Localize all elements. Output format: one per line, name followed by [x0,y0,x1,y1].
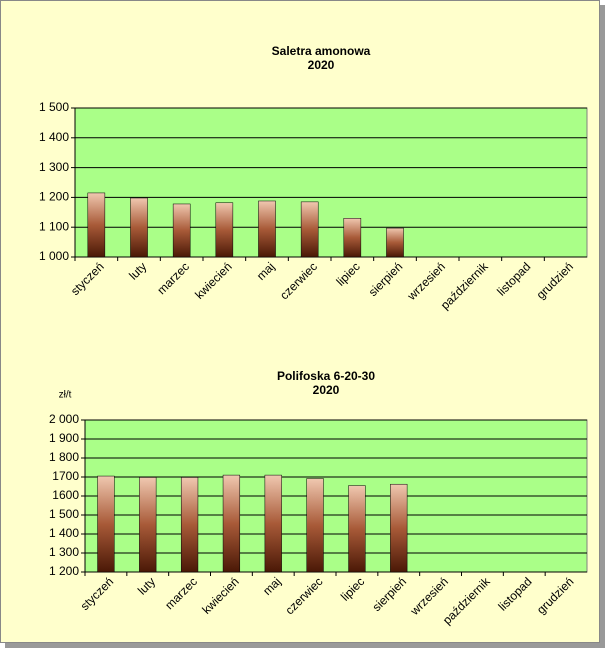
plot-area [74,107,588,258]
y-tick-label: 1 800 [49,450,79,464]
chart-title: Saletra amonowa [272,44,371,58]
y-tick-label: 1 400 [49,526,79,540]
bar [97,475,115,573]
chart-title: Polifoska 6-20-30 [277,369,375,383]
y-tick-label: 1600 [52,488,79,502]
y-tick-label: 2 000 [49,412,79,426]
chart-subtitle: 2020 [313,383,340,397]
bar [386,227,404,258]
bar [180,477,199,573]
y-tick-label: 1 500 [49,507,79,521]
bar [258,200,276,258]
bar [87,192,106,258]
y-tick-label: 1 300 [49,545,79,559]
bar [306,478,324,573]
bar [172,203,191,258]
y-axis-label: zł/t [59,390,72,401]
bar [300,201,319,258]
y-tick-label: 1 100 [39,219,69,233]
y-tick-label: 1 300 [39,160,69,174]
y-tick-label: 1 500 [39,100,69,114]
bar [390,483,408,573]
y-tick-label: 1 200 [49,564,79,578]
bar [139,477,157,573]
y-tick-label: 1 200 [39,190,69,204]
bar [264,474,282,573]
chart-subtitle: 2020 [308,58,335,72]
bar [222,474,241,573]
bar [343,218,362,258]
y-tick-label: 1 400 [39,130,69,144]
bar [130,197,148,258]
bar [215,202,234,258]
y-tick-label: 1700 [52,469,79,483]
bar [348,485,366,573]
y-tick-label: 1 900 [49,431,79,445]
y-tick-label: 1 000 [39,249,69,263]
